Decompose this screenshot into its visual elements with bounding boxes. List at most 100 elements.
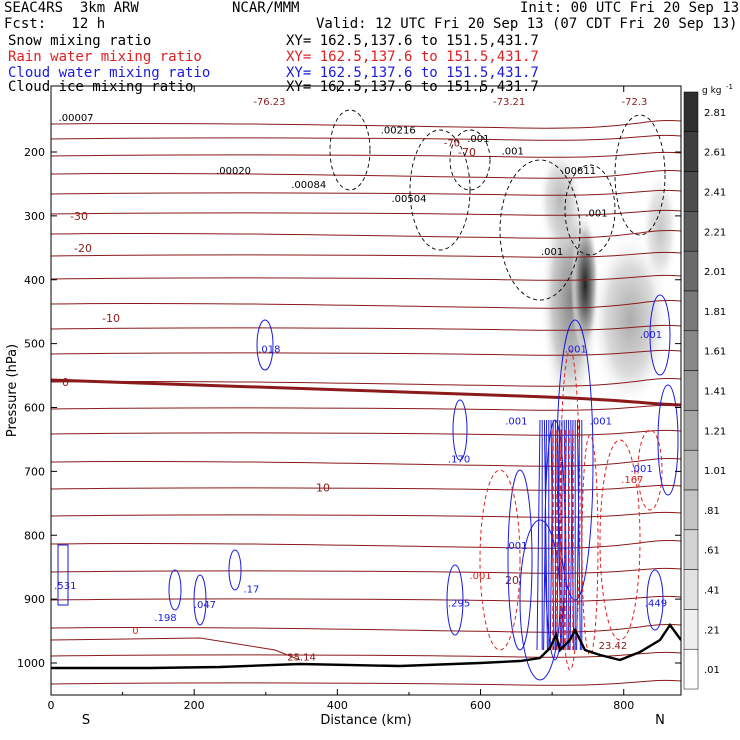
colorbar-swatch	[683, 449, 699, 491]
contour-annotation: -73.21	[493, 97, 525, 108]
contour-annotation: .170	[448, 455, 470, 466]
isotherm-label: 10	[316, 481, 330, 494]
cloud-water-contour	[446, 564, 464, 636]
colorbar-label: .21	[704, 625, 720, 636]
contour-annotation: .018	[258, 345, 280, 356]
colorbar-swatch	[683, 370, 699, 411]
isotherm-line	[51, 624, 681, 633]
y-axis-label: Pressure (hPa)	[5, 344, 20, 437]
isotherm-line	[51, 349, 681, 356]
contour-annotation: .001	[505, 416, 527, 427]
isotherm-label: -10	[102, 312, 120, 325]
colorbar-label: .41	[704, 586, 720, 597]
contour-annotation: .047	[194, 600, 216, 611]
isotherm-line	[51, 679, 681, 686]
cloud-ice-contour	[499, 159, 581, 301]
terrain-line	[51, 622, 681, 670]
cloud-water-core-line	[576, 419, 581, 651]
isotherm-line	[51, 120, 681, 129]
x-tick-label: 400	[327, 699, 348, 712]
contour-annotation: .001	[590, 416, 612, 427]
colorbar-swatch	[683, 250, 699, 292]
cloud-water-core-line	[557, 419, 562, 651]
cloud-water-contour	[168, 569, 182, 611]
y-tick-label: 300	[24, 210, 45, 223]
colorbar-swatch	[683, 91, 699, 133]
contour-annotation: .001	[640, 330, 662, 341]
snow-shading-region	[538, 145, 582, 255]
cloud-water-core-line	[576, 419, 581, 651]
isotherm-line	[51, 637, 301, 661]
y-tick-label: 200	[24, 146, 45, 159]
cloud-ice-contour	[449, 129, 491, 191]
endpoint-left-label: S	[82, 713, 90, 728]
colorbar-swatch	[683, 410, 699, 451]
contour-annotation: .001	[502, 147, 524, 158]
cloud-water-core-line	[543, 419, 548, 651]
colorbar-swatch	[683, 131, 699, 172]
isotherm-line	[51, 651, 681, 658]
y-tick-label: 400	[24, 274, 45, 287]
y-tick-label: 700	[24, 465, 45, 478]
cloud-water-core-line	[536, 419, 541, 651]
contour-annotation: -72.3	[622, 97, 648, 108]
header-project: SEAC4RS 3km ARW	[4, 0, 139, 16]
isotherm-line	[51, 251, 681, 258]
contour-annotation: .00084	[291, 180, 326, 191]
colorbar-swatch	[683, 330, 699, 371]
cloud-water-core-line	[543, 419, 548, 651]
colorbar-unit: g kg	[702, 86, 722, 96]
contour-annotation: .531	[54, 581, 76, 592]
field-cloudice-xy: XY= 162.5,137.6 to 151.5,431.7	[286, 79, 539, 95]
snow-shading-region	[642, 170, 678, 290]
colorbar-label: 1.21	[704, 426, 726, 437]
contour-annotation: .001	[585, 209, 607, 220]
contour-annotation: .295	[448, 598, 470, 609]
colorbar-label: .81	[704, 506, 720, 517]
contour-annotation: .449	[645, 598, 667, 609]
isotherm-line	[51, 170, 681, 179]
rain-water-contour	[479, 469, 521, 651]
colorbar-swatch	[683, 648, 699, 690]
x-tick-label: 200	[184, 699, 205, 712]
y-tick-label: 1000	[17, 657, 45, 670]
cloud-water-contour	[646, 569, 664, 631]
cloud-water-contour	[256, 319, 274, 371]
rain-water-contour	[637, 429, 663, 511]
rain-water-contour	[559, 349, 581, 671]
isotherm-line	[51, 151, 681, 158]
cloud-water-contour	[452, 399, 468, 461]
contour-annotation: .17	[244, 584, 260, 595]
y-tick-label: 600	[24, 402, 45, 415]
x-tick-label: 800	[613, 699, 634, 712]
y-tick-label: 500	[24, 338, 45, 351]
contour-annotation: .001	[467, 134, 489, 145]
isotherm-label: 0	[62, 376, 69, 389]
x-tick-label: 0	[48, 699, 55, 712]
colorbar-label: 1.41	[704, 387, 726, 398]
header-valid: Valid: 12 UTC Fri 20 Sep 13 (07 CDT Fri …	[316, 16, 738, 32]
field-cloudice-name: Cloud ice mixing ratio	[8, 79, 194, 95]
isotherm-line	[51, 567, 681, 574]
colorbar-label: .61	[704, 546, 720, 557]
cloud-ice-contour	[614, 114, 666, 236]
contour-annotation: .001	[541, 247, 563, 258]
field-rain-xy: XY= 162.5,137.6 to 151.5,431.7	[286, 49, 539, 65]
isotherm-line	[51, 324, 681, 331]
colorbar-swatch	[683, 171, 699, 212]
cloud-water-contour	[649, 294, 671, 376]
contour-annotation: .001	[469, 571, 491, 582]
freezing-level-line	[51, 378, 681, 407]
cloud-ice-contour	[329, 109, 371, 191]
field-cloudwater-xy: XY= 162.5,137.6 to 151.5,431.7	[286, 65, 539, 81]
y-tick-label: 800	[24, 529, 45, 542]
colorbar-label: .01	[704, 665, 720, 676]
contour-annotation: .00216	[381, 126, 416, 137]
cloud-ice-contour	[564, 164, 616, 256]
isotherm-line	[51, 429, 681, 436]
colorbar-swatch	[683, 290, 699, 332]
isotherm-label: -70	[458, 146, 476, 159]
x-axis-label: Distance (km)	[320, 713, 411, 728]
isotherm-line	[51, 540, 681, 549]
rain-water-contour	[581, 434, 599, 656]
